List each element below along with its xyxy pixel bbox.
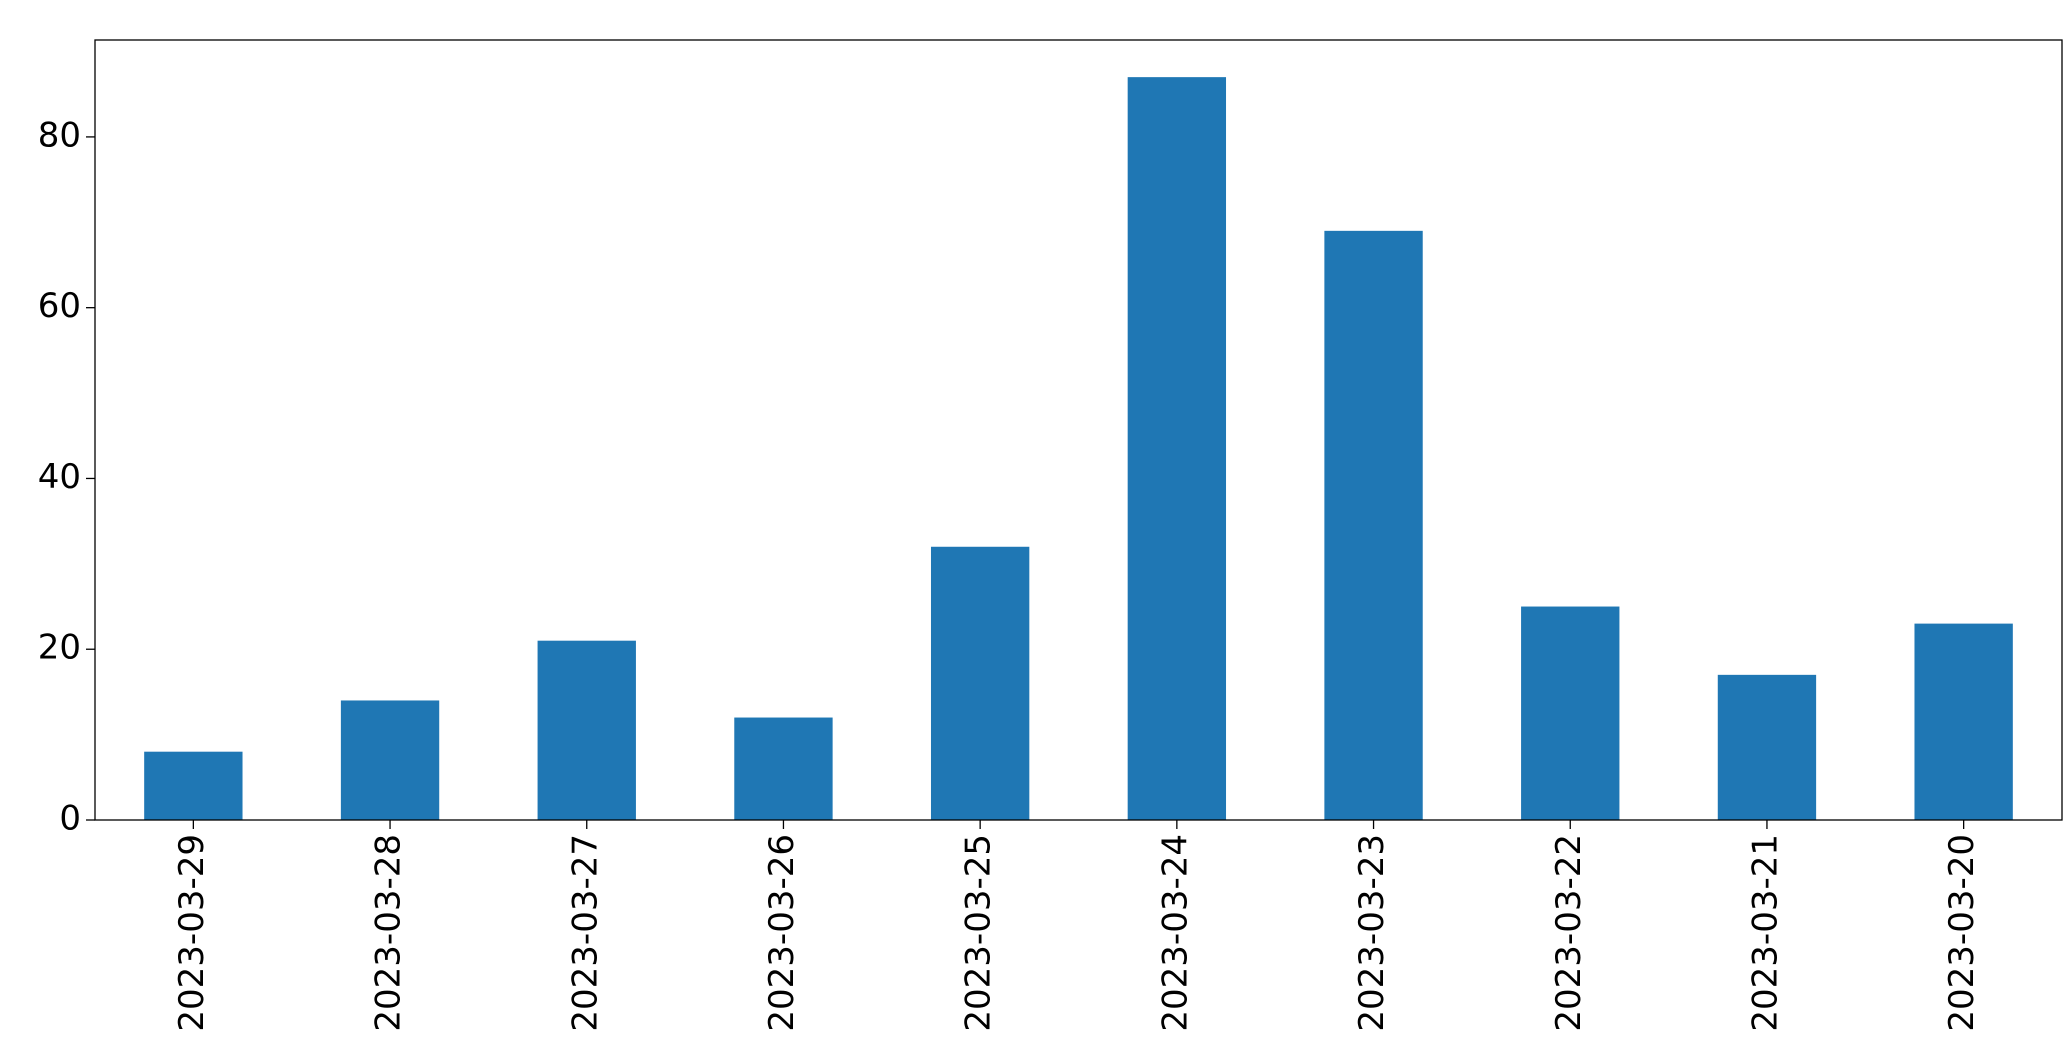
x-tick-label: 2023-03-25 — [959, 834, 999, 1032]
y-tick-label: 20 — [38, 628, 81, 668]
bar — [1127, 77, 1227, 820]
x-tick-label: 2023-03-26 — [762, 834, 802, 1032]
bar — [340, 700, 440, 820]
x-tick-label: 2023-03-24 — [1155, 834, 1195, 1032]
x-tick-label: 2023-03-27 — [565, 834, 605, 1032]
x-tick-label: 2023-03-21 — [1745, 834, 1785, 1032]
y-tick-label: 60 — [38, 286, 81, 326]
x-tick-label: 2023-03-23 — [1352, 834, 1392, 1032]
bar — [1914, 623, 2013, 820]
bar — [1521, 606, 1620, 820]
x-tick-label: 2023-03-22 — [1549, 834, 1589, 1032]
y-tick-label: 0 — [59, 799, 81, 839]
bar — [537, 640, 636, 820]
bar — [144, 751, 243, 820]
y-tick-label: 80 — [38, 115, 81, 155]
plot-frame — [94, 39, 2063, 821]
bar — [1324, 230, 1423, 821]
y-tick-label: 40 — [38, 457, 81, 497]
x-tick-label: 2023-03-20 — [1942, 834, 1982, 1032]
bar — [1717, 674, 1817, 820]
x-tick-label: 2023-03-29 — [172, 834, 212, 1032]
bar — [734, 717, 833, 820]
bar — [930, 546, 1030, 820]
x-tick-label: 2023-03-28 — [369, 834, 409, 1032]
